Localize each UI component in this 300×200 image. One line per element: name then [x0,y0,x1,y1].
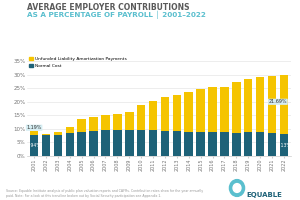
Circle shape [230,180,244,196]
Bar [232,82,241,133]
Text: EQUABLE: EQUABLE [246,192,282,198]
Bar [42,135,50,156]
Bar [137,105,146,130]
Bar [30,135,38,156]
Text: AS A PERCENTAGE OF PAYROLL │ 2001–2022: AS A PERCENTAGE OF PAYROLL │ 2001–2022 [27,11,206,19]
Bar [42,134,50,135]
Bar [113,114,122,130]
Text: 7.94%: 7.94% [27,143,41,148]
Bar [54,135,62,156]
Bar [208,87,217,132]
Bar [280,75,288,134]
Bar [232,133,241,156]
Text: 8.13%: 8.13% [276,143,291,148]
Bar [172,95,181,131]
Text: 1.19%: 1.19% [26,125,42,130]
Bar [149,101,157,130]
Bar [172,131,181,156]
Bar [196,89,205,132]
Bar [125,112,134,130]
Bar [184,132,193,156]
Bar [256,77,264,132]
Bar [208,132,217,156]
Bar [244,79,253,132]
Bar [101,115,110,130]
Bar [149,130,157,156]
Bar [101,130,110,156]
Bar [113,130,122,156]
Bar [77,119,86,132]
Bar [220,132,229,156]
Bar [54,132,62,135]
Bar [125,130,134,156]
Legend: Unfunded Liability Amortization Payments, Normal Cost: Unfunded Liability Amortization Payments… [29,57,127,68]
Bar [137,130,146,156]
Bar [268,76,276,133]
Bar [65,133,74,156]
Bar [268,133,276,156]
Circle shape [233,184,241,192]
Bar [65,127,74,133]
Text: Source: Equable Institute analysis of public plan valuation reports and CAFRs. C: Source: Equable Institute analysis of pu… [6,189,203,198]
Bar [196,132,205,156]
Bar [280,134,288,156]
Bar [77,132,86,156]
Bar [220,87,229,132]
Bar [161,131,169,156]
Bar [89,131,98,156]
Bar [89,117,98,131]
Bar [256,132,264,156]
Text: AVERAGE EMPLOYER CONTRIBUTIONS: AVERAGE EMPLOYER CONTRIBUTIONS [27,3,190,12]
Bar [161,97,169,131]
Bar [184,92,193,132]
Bar [30,131,38,135]
Bar [244,132,253,156]
Text: 21.69%: 21.69% [269,99,287,104]
